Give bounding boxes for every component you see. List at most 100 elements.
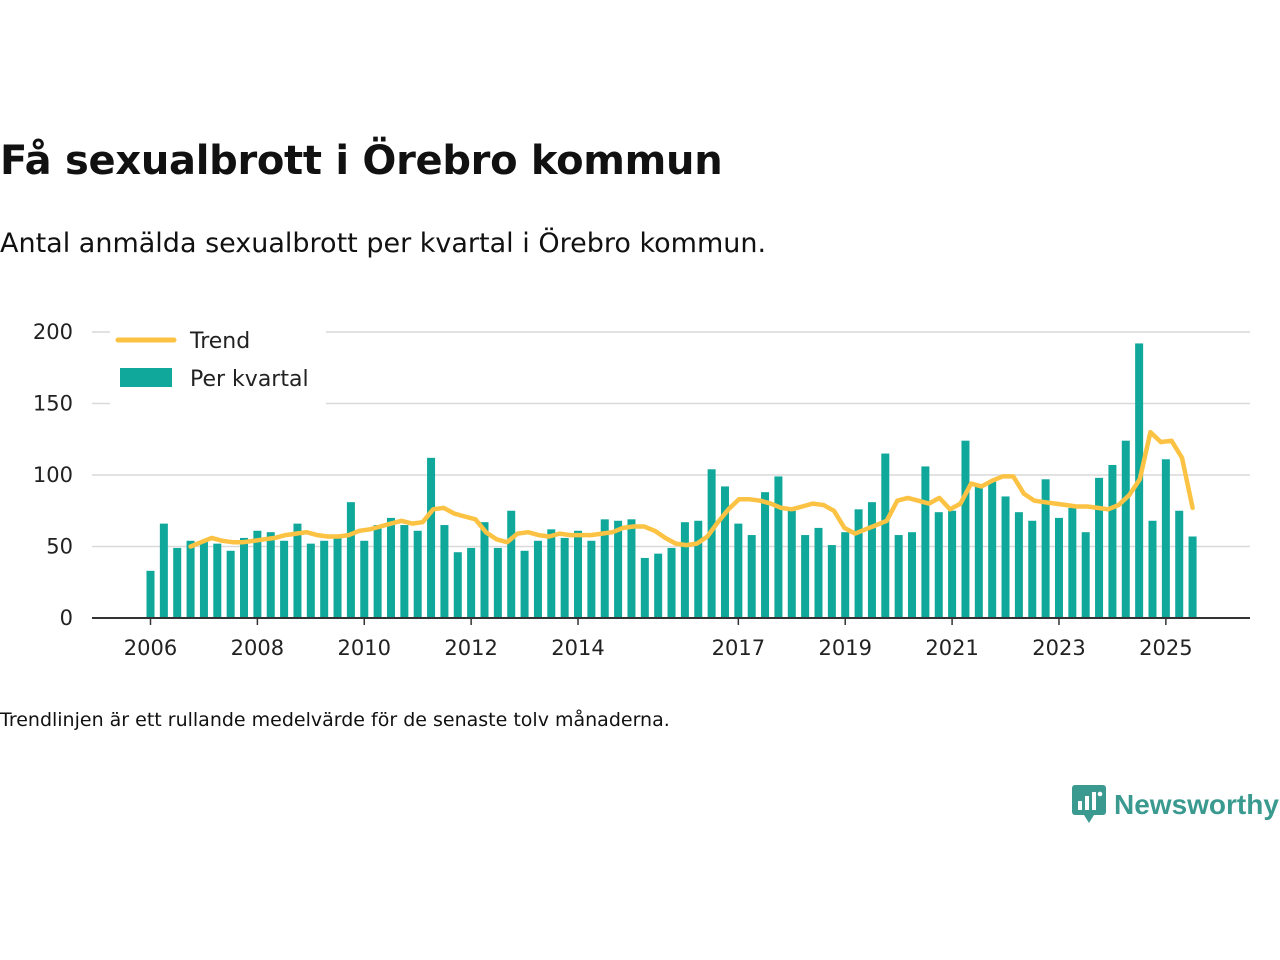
- bar: [400, 525, 409, 618]
- x-tick-label: 2010: [338, 636, 391, 660]
- bar: [761, 492, 770, 618]
- bar: [894, 535, 903, 618]
- y-tick-label: 50: [46, 535, 73, 559]
- bar: [974, 486, 983, 618]
- bar: [186, 540, 195, 618]
- legend-trend-label: Trend: [189, 329, 250, 354]
- bar: [1014, 512, 1023, 618]
- bar: [533, 540, 542, 618]
- bar: [320, 540, 329, 618]
- x-tick-label: 2023: [1032, 636, 1085, 660]
- bar: [680, 522, 689, 618]
- x-tick-label: 2019: [818, 636, 871, 660]
- bar: [1028, 520, 1037, 618]
- bar: [867, 502, 876, 618]
- bar: [627, 519, 636, 618]
- bar-chart: 0 50 100 150 200 2006 2008 2010 2012 2014 2017 2019…: [33, 320, 1250, 660]
- x-tick-label: 2021: [925, 636, 978, 660]
- bar: [814, 527, 823, 618]
- x-tick-label: 2008: [231, 636, 284, 660]
- bar: [1108, 464, 1117, 618]
- bar: [1095, 477, 1104, 618]
- bar: [694, 520, 703, 618]
- bar: [1148, 520, 1157, 618]
- bar: [921, 466, 930, 618]
- bar: [841, 532, 850, 618]
- bar: [734, 523, 743, 618]
- trend-series: [188, 429, 1195, 549]
- legend-bar-swatch: [120, 368, 172, 387]
- bar: [1175, 510, 1184, 618]
- bar: [159, 523, 168, 618]
- bar: [988, 480, 997, 618]
- bar: [640, 557, 649, 618]
- bar: [1161, 459, 1170, 618]
- bar: [1068, 507, 1077, 618]
- newsworthy-brand[interactable]: Newsworthy: [1072, 785, 1279, 825]
- x-tick-label: 2006: [124, 636, 177, 660]
- bar: [333, 537, 342, 618]
- x-tick-label: 2012: [444, 636, 497, 660]
- bar: [440, 525, 449, 618]
- bar: [306, 543, 315, 618]
- bar: [293, 523, 302, 618]
- bar: [226, 550, 235, 618]
- bar: [467, 547, 476, 618]
- legend-bar-label: Per kvartal: [190, 367, 309, 392]
- bar: [253, 530, 262, 618]
- bar: [961, 440, 970, 618]
- bar: [934, 512, 943, 618]
- bar: [560, 537, 569, 618]
- bar: [801, 535, 810, 618]
- newsworthy-logo-icon: [1072, 785, 1106, 823]
- bar: [213, 543, 222, 618]
- bar: [547, 529, 556, 618]
- footnote: Trendlinjen är ett rullande medelvärde f…: [0, 709, 670, 731]
- y-tick-label: 100: [33, 463, 73, 487]
- bar: [587, 540, 596, 618]
- bar: [507, 510, 516, 618]
- bar: [413, 530, 422, 618]
- bar: [854, 509, 863, 618]
- bar: [1188, 536, 1197, 618]
- bar: [386, 517, 395, 618]
- legend: Trend Per kvartal: [110, 328, 326, 406]
- bar: [908, 532, 917, 618]
- bar: [1001, 496, 1010, 618]
- bar: [881, 453, 890, 618]
- bar: [720, 486, 729, 618]
- bar: [654, 553, 663, 618]
- trend-line: [188, 429, 1195, 549]
- bar: [266, 532, 275, 618]
- chart-title: Få sexualbrott i Örebro kommun: [0, 138, 723, 184]
- axes: 0 50 100 150 200 2006 2008 2010 2012 2014 2017 2019…: [33, 320, 1250, 660]
- bar: [346, 502, 355, 618]
- bar: [1041, 479, 1050, 618]
- y-tick-label: 0: [60, 606, 73, 630]
- brand-name: Newsworthy: [1114, 789, 1279, 820]
- bar: [747, 535, 756, 618]
- bar: [280, 540, 289, 618]
- bar: [373, 525, 382, 618]
- bar: [520, 550, 529, 618]
- bar: [360, 540, 369, 618]
- bar: [1054, 517, 1063, 618]
- bar: [173, 547, 182, 618]
- x-tick-label: 2025: [1139, 636, 1192, 660]
- bar: [453, 552, 462, 618]
- bar: [480, 522, 489, 618]
- bar: [493, 547, 502, 618]
- bar: [614, 520, 623, 618]
- bar: [574, 530, 583, 618]
- bar: [1081, 532, 1090, 618]
- bar: [948, 510, 957, 618]
- x-tick-label: 2017: [712, 636, 765, 660]
- bar: [707, 469, 716, 618]
- bar: [240, 537, 249, 618]
- y-tick-label: 150: [33, 392, 73, 416]
- x-tick-label: 2014: [551, 636, 604, 660]
- bar: [1121, 440, 1130, 618]
- bar: [827, 545, 836, 618]
- bar: [667, 547, 676, 618]
- bar: [199, 540, 208, 618]
